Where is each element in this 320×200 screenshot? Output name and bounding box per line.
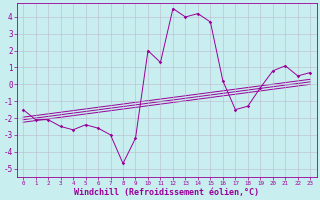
X-axis label: Windchill (Refroidissement éolien,°C): Windchill (Refroidissement éolien,°C) [74, 188, 259, 197]
